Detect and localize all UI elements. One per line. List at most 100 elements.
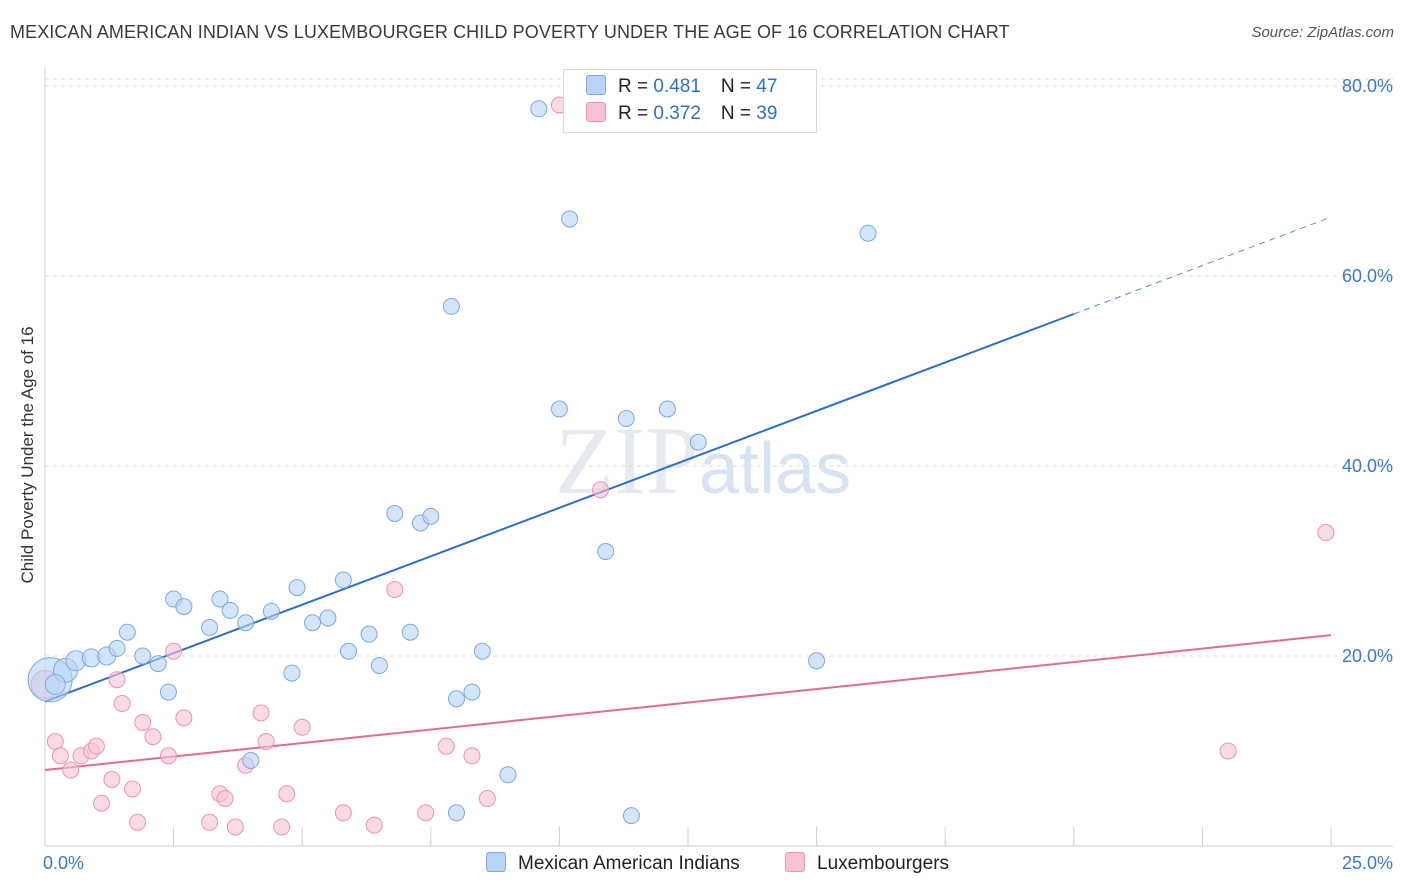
data-point-pink <box>62 761 80 779</box>
grid <box>45 78 1393 657</box>
legend-label: Luxembourgers <box>817 853 950 874</box>
data-point-pink <box>165 642 183 660</box>
n-label: N = <box>720 103 757 124</box>
x-tick-label: 0.0% <box>43 853 84 873</box>
data-point-blue <box>339 642 357 660</box>
data-point-blue <box>550 400 568 418</box>
source-credit: Source: ZipAtlas.com <box>1251 24 1394 41</box>
data-point-pink <box>273 818 291 836</box>
legend-item-luxembourgers: Luxembourgers <box>785 852 949 875</box>
data-point-pink <box>278 785 296 803</box>
y-tick-label: 20.0% <box>1342 646 1393 666</box>
data-point-pink <box>201 813 219 831</box>
tick-labels: 20.0% 40.0% 60.0% 80.0% 0.0% 25.0% <box>43 76 1393 873</box>
data-point-blue <box>211 590 229 608</box>
data-point-blue <box>283 664 301 682</box>
n-value: 39 <box>756 103 778 124</box>
data-point-blue <box>108 639 126 657</box>
data-point-blue <box>118 623 136 641</box>
data-point-pink <box>108 671 126 689</box>
trend-extension-blue <box>1073 216 1332 315</box>
data-point-blue <box>159 683 177 701</box>
watermark-atlas: atlas <box>699 429 852 509</box>
data-point-blue <box>448 690 466 708</box>
data-point-pink <box>386 581 404 598</box>
data-point-blue <box>134 647 152 665</box>
data-point-blue <box>422 507 440 525</box>
data-point-blue <box>561 210 579 228</box>
chart-title: MEXICAN AMERICAN INDIAN VS LUXEMBOURGER … <box>10 22 1010 42</box>
trend-lines <box>44 216 1332 771</box>
data-point-blue <box>360 625 378 643</box>
data-point-blue <box>237 614 255 632</box>
data-point-blue <box>221 601 239 619</box>
data-point-blue <box>617 410 635 427</box>
data-point-pink <box>129 813 147 831</box>
data-point-blue <box>448 804 466 822</box>
data-point-blue <box>597 543 615 560</box>
data-point-pink <box>46 733 64 750</box>
legend-label: Mexican American Indians <box>518 853 740 874</box>
trend-line-pink <box>44 634 1332 771</box>
data-point-pink <box>226 818 244 836</box>
data-point-blue <box>808 652 826 670</box>
stats-legend-row-blue: R = 0.481 N = 47 <box>586 75 777 99</box>
data-point-pink <box>592 481 610 499</box>
data-point-blue <box>658 400 676 418</box>
data-point-pink <box>93 794 111 812</box>
r-value: 0.481 <box>653 76 701 97</box>
data-point-pink <box>113 695 131 712</box>
data-point-pink <box>103 771 121 788</box>
data-point-pink <box>51 747 69 765</box>
data-point-pink <box>478 790 496 807</box>
r-value: 0.372 <box>653 103 701 124</box>
data-point-pink <box>87 737 105 755</box>
data-point-blue <box>288 579 306 597</box>
x-tick-label: 25.0% <box>1342 853 1393 873</box>
data-point-pink <box>134 714 152 731</box>
data-point-pink <box>365 816 383 834</box>
data-point-blue <box>386 505 404 522</box>
y-tick-label: 60.0% <box>1342 266 1393 286</box>
data-point-pink <box>159 747 177 765</box>
data-point-blue <box>689 433 707 451</box>
pink-swatch <box>785 852 805 872</box>
legend-item-mexican-american-indians: Mexican American Indians <box>486 852 740 875</box>
stats-legend: R = 0.481 N = 47 R = 0.372 N = 39 <box>563 69 817 133</box>
y-tick-label: 80.0% <box>1342 76 1393 96</box>
data-point-blue <box>303 614 321 632</box>
n-label: N = <box>720 76 757 97</box>
data-point-pink <box>1219 742 1237 760</box>
data-point-pink <box>417 804 435 822</box>
data-point-pink <box>1317 524 1335 541</box>
pink-swatch <box>586 102 606 122</box>
data-point-blue <box>530 100 548 118</box>
r-label: R = <box>618 76 654 97</box>
data-point-blue <box>319 609 337 627</box>
data-point-blue <box>859 224 877 242</box>
data-point-pink <box>216 790 234 807</box>
data-point-pink <box>123 780 141 798</box>
trend-line-blue <box>44 313 1075 703</box>
n-value: 47 <box>756 76 778 97</box>
data-point-blue <box>473 642 491 660</box>
data-point-pink <box>463 747 481 765</box>
data-point-blue <box>44 674 66 695</box>
data-point-blue <box>622 807 640 825</box>
data-point-pink <box>334 804 352 822</box>
data-point-pink <box>293 718 311 736</box>
series-legend: Mexican American Indians Luxembourgers <box>0 852 1406 878</box>
blue-swatch <box>586 75 606 95</box>
data-point-blue <box>242 752 260 769</box>
data-point-blue <box>370 657 388 674</box>
stats-legend-row-pink: R = 0.372 N = 39 <box>586 102 777 126</box>
data-point-blue <box>334 571 352 589</box>
r-label: R = <box>618 103 654 124</box>
data-point-blue <box>401 623 419 641</box>
data-point-pink <box>175 709 193 727</box>
data-point-pink <box>144 728 162 746</box>
axes <box>44 67 1393 847</box>
data-point-pink <box>257 733 275 750</box>
data-point-blue <box>442 297 460 315</box>
